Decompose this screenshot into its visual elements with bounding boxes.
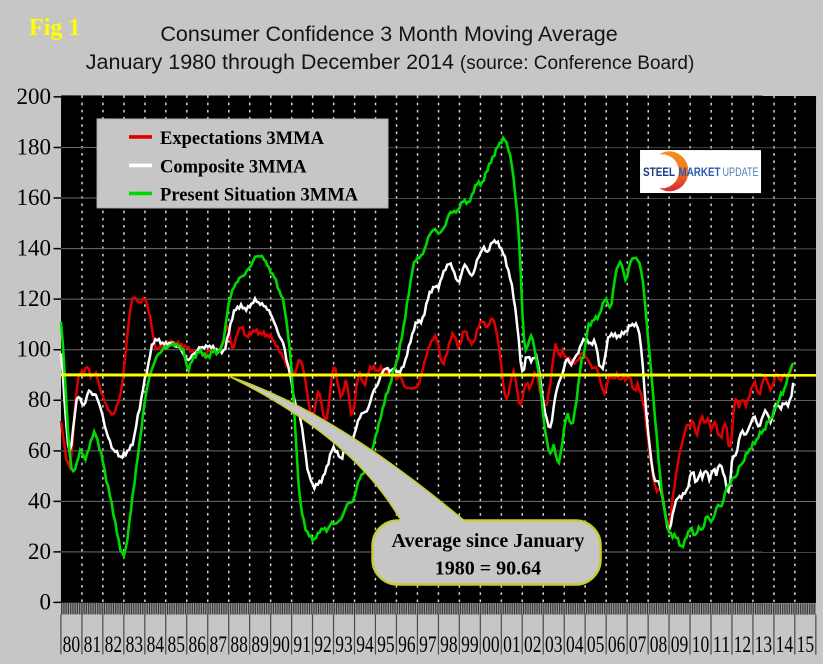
svg-text:15: 15 [797, 632, 815, 658]
svg-text:06: 06 [608, 632, 626, 658]
svg-text:87: 87 [209, 632, 227, 658]
svg-text:89: 89 [251, 632, 269, 658]
svg-text:MARKET: MARKET [679, 165, 722, 179]
svg-text:05: 05 [587, 632, 605, 658]
svg-text:140: 140 [17, 236, 52, 261]
svg-text:Expectations 3MMA: Expectations 3MMA [160, 129, 325, 149]
svg-text:83: 83 [126, 632, 144, 658]
svg-text:UPDATE: UPDATE [723, 165, 759, 179]
svg-text:0: 0 [39, 589, 51, 614]
svg-text:00: 00 [482, 632, 500, 658]
svg-text:94: 94 [356, 632, 374, 658]
svg-text:Present Situation 3MMA: Present Situation 3MMA [160, 185, 359, 205]
svg-text:99: 99 [461, 632, 479, 658]
svg-text:97: 97 [419, 632, 437, 658]
svg-text:1980 = 90.64: 1980 = 90.64 [435, 558, 541, 580]
svg-text:98: 98 [440, 632, 458, 658]
svg-text:STEEL: STEEL [643, 165, 675, 179]
svg-text:14: 14 [776, 632, 794, 658]
svg-text:04: 04 [566, 632, 584, 658]
svg-text:11: 11 [713, 632, 731, 658]
svg-text:85: 85 [167, 632, 185, 658]
svg-text:Fig 1: Fig 1 [29, 15, 80, 41]
svg-text:01: 01 [503, 632, 521, 658]
svg-text:03: 03 [545, 632, 563, 658]
svg-text:80: 80 [63, 632, 81, 658]
svg-text:91: 91 [293, 632, 311, 658]
svg-text:86: 86 [188, 632, 206, 658]
svg-text:07: 07 [629, 632, 647, 658]
svg-text:100: 100 [16, 337, 51, 362]
svg-text:60: 60 [28, 438, 51, 463]
svg-text:02: 02 [524, 632, 542, 658]
svg-text:93: 93 [335, 632, 353, 658]
svg-text:120: 120 [17, 286, 52, 311]
svg-text:Average since January: Average since January [391, 530, 584, 552]
svg-text:90: 90 [272, 632, 290, 658]
svg-text:12: 12 [734, 632, 752, 658]
svg-text:160: 160 [17, 185, 52, 210]
svg-text:95: 95 [377, 632, 395, 658]
svg-text:January 1980 through December: January 1980 through December 2014 (sour… [86, 50, 695, 74]
svg-text:Composite 3MMA: Composite 3MMA [160, 157, 307, 177]
svg-text:40: 40 [28, 488, 51, 513]
svg-text:200: 200 [17, 84, 52, 109]
svg-text:92: 92 [314, 632, 332, 658]
svg-text:20: 20 [28, 539, 51, 564]
svg-text:180: 180 [17, 135, 52, 160]
svg-text:Consumer Confidence 3 Month Mo: Consumer Confidence 3 Month Moving Avera… [160, 22, 617, 46]
svg-text:81: 81 [84, 632, 102, 658]
svg-text:10: 10 [692, 632, 710, 658]
svg-text:84: 84 [147, 632, 165, 658]
svg-text:80: 80 [28, 387, 51, 412]
svg-text:13: 13 [755, 632, 773, 658]
svg-text:96: 96 [398, 632, 416, 658]
svg-text:08: 08 [650, 632, 668, 658]
svg-text:09: 09 [671, 632, 689, 658]
svg-text:82: 82 [105, 632, 123, 658]
svg-text:88: 88 [230, 632, 248, 658]
